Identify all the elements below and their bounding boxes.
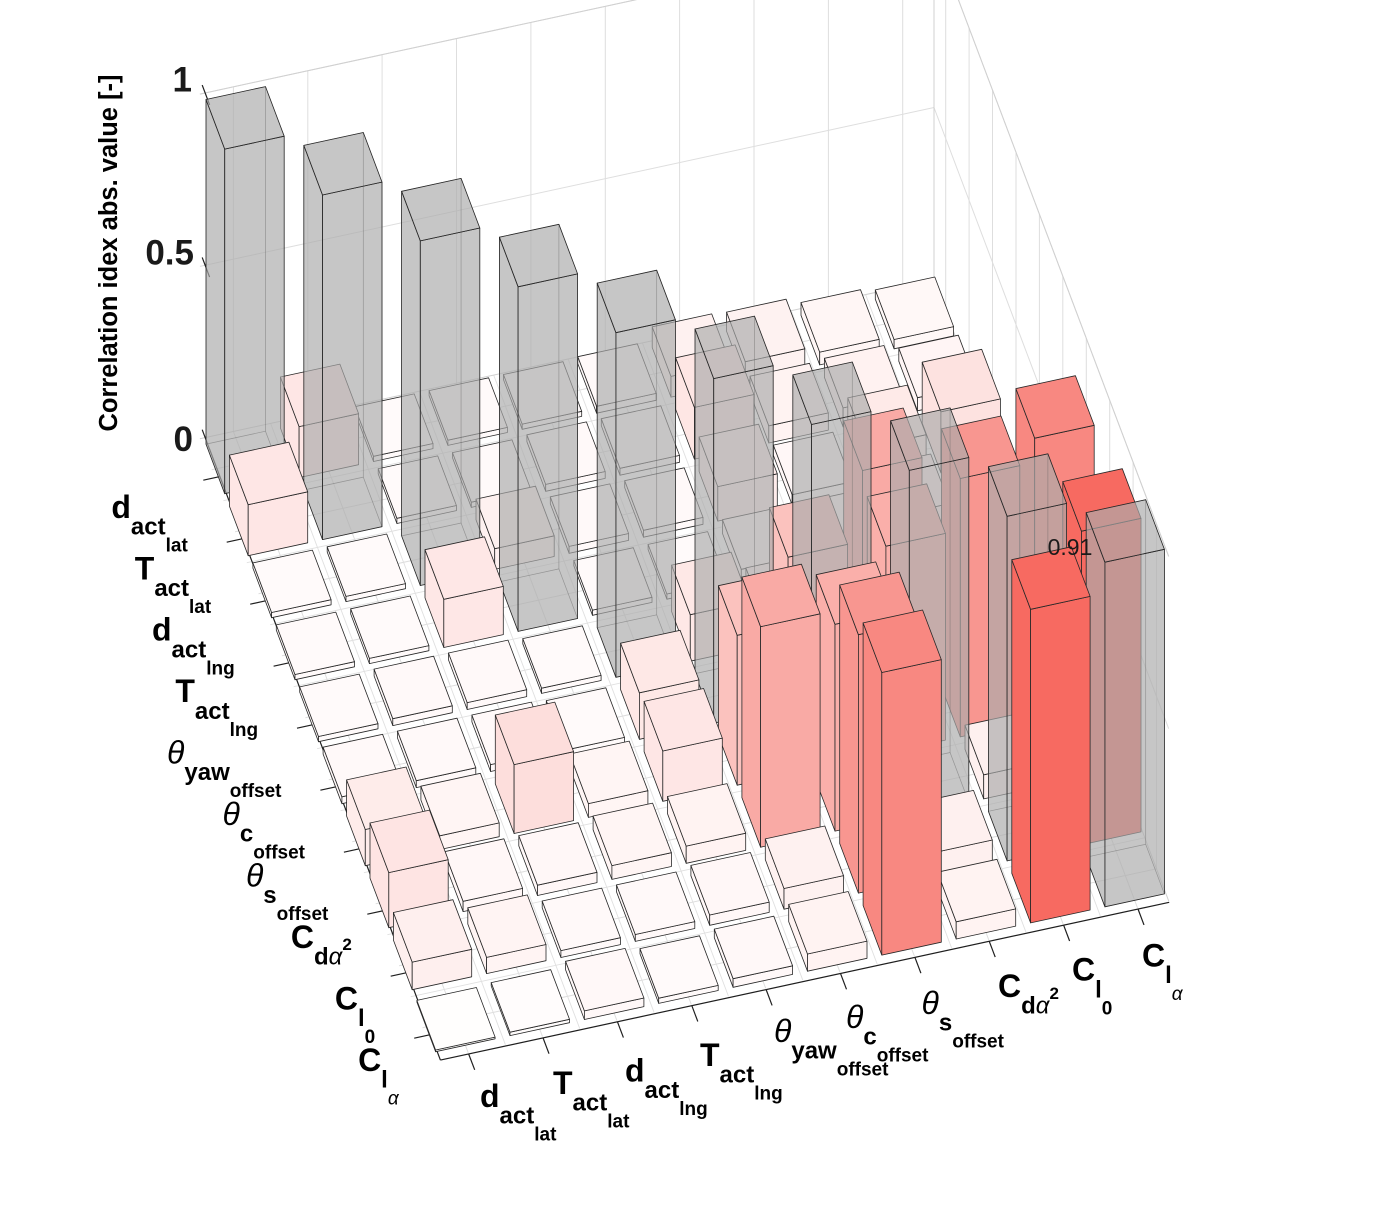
svg-text:0: 0 [174,420,193,459]
svg-text:θsoffset: θsoffset [246,858,329,926]
svg-text:Cl0: Cl0 [335,981,375,1049]
svg-text:θcoffset: θcoffset [846,999,929,1067]
svg-text:Tactlng: Tactlng [175,673,258,741]
svg-text:0.91: 0.91 [1048,534,1093,560]
svg-text:Tactlat: Tactlat [135,550,212,618]
svg-text:dactlat: dactlat [111,489,188,557]
svg-text:Cdα2: Cdα2 [291,919,352,971]
svg-text:Cdα2: Cdα2 [998,968,1059,1020]
svg-text:dactlng: dactlng [152,612,235,680]
svg-text:θyawoffset: θyawoffset [774,1013,889,1081]
svg-text:dactlat: dactlat [480,1078,557,1146]
svg-text:1: 1 [173,61,192,100]
svg-text:θsoffset: θsoffset [922,985,1005,1053]
svg-text:Tactlat: Tactlat [553,1065,630,1133]
svg-text:Correlation idex abs. value [-: Correlation idex abs. value [-] [95,74,123,431]
svg-text:Clα: Clα [1142,938,1184,1006]
svg-text:0.5: 0.5 [145,234,194,273]
svg-text:θcoffset: θcoffset [223,796,306,864]
svg-text:Clα: Clα [358,1042,400,1110]
svg-text:Tactlng: Tactlng [700,1037,783,1105]
svg-text:dactlng: dactlng [625,1052,708,1120]
svg-text:Cl0: Cl0 [1072,952,1112,1020]
svg-text:θyawoffset: θyawoffset [167,735,282,803]
